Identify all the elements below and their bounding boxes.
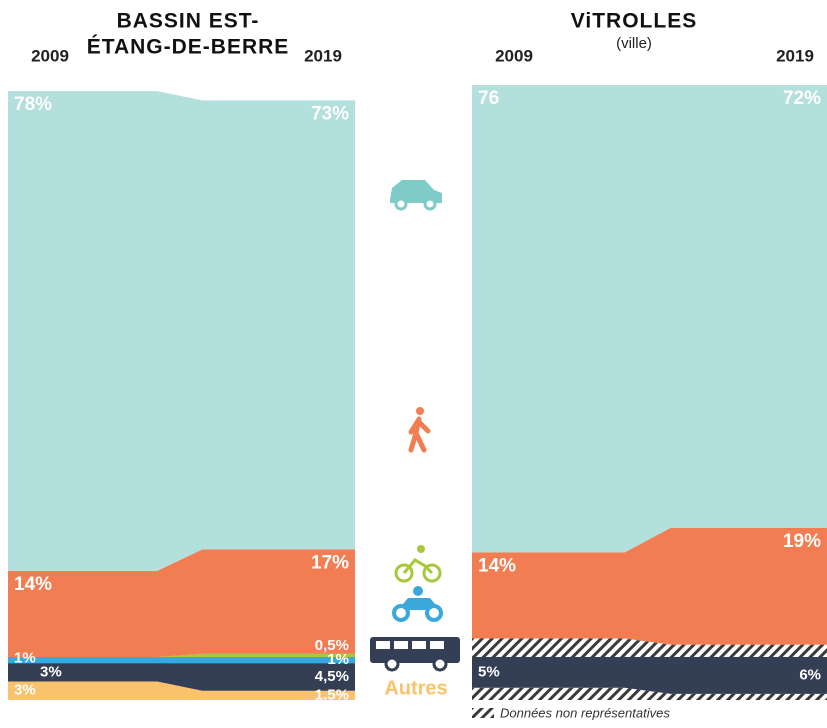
autres-label: Autres [384, 677, 447, 699]
x-tick-label: 2019 [776, 46, 814, 65]
legend-label: Données non représentatives [500, 705, 670, 720]
value-label: 76 [478, 88, 499, 109]
bus-icon [370, 637, 460, 672]
area-segment [472, 687, 827, 700]
value-label: 17% [311, 552, 349, 573]
legend-swatch [472, 708, 494, 718]
area-segment [472, 527, 827, 645]
x-tick-label: 2009 [31, 46, 69, 65]
value-label: 6% [799, 666, 821, 683]
value-label: 14% [478, 555, 516, 576]
value-label: 19% [783, 531, 821, 552]
value-label: 3% [14, 682, 36, 699]
area-segment [8, 549, 355, 657]
value-label: 14% [14, 574, 52, 595]
value-label: 78% [14, 94, 52, 115]
value-label: 4,5% [315, 668, 349, 685]
area-segment [8, 653, 355, 657]
area-segment [8, 656, 355, 664]
moto-icon [392, 586, 443, 622]
value-label: 1,5% [315, 686, 349, 703]
bike-icon [394, 545, 442, 583]
area-segment [472, 85, 827, 553]
plots: BASSIN EST- ÉTANG-DE-BERRE 2009 2019 14% 17% 7… [8, 10, 827, 703]
value-label: 1% [14, 649, 36, 666]
chart-title: ViTROLLES [571, 10, 697, 33]
value-label: 3% [40, 663, 62, 680]
area-segment [472, 638, 827, 657]
value-label: 0,5% [315, 637, 349, 654]
area-segment [8, 91, 355, 571]
value-label: 72% [783, 88, 821, 109]
value-label: 5% [478, 663, 500, 680]
x-tick-label: 2009 [495, 46, 533, 65]
car-icon [390, 180, 442, 211]
chart-title: ÉTANG-DE-BERRE [87, 36, 290, 59]
area-segment [472, 656, 827, 694]
walk-icon [408, 407, 431, 453]
value-label: 1% [327, 651, 349, 668]
area-segment [8, 681, 355, 700]
chart-subtitle: (ville) [616, 35, 652, 52]
chart-title: BASSIN EST- [117, 10, 260, 33]
x-tick-label: 2019 [304, 46, 342, 65]
value-label: 73% [311, 103, 349, 124]
area-segment [8, 663, 355, 691]
